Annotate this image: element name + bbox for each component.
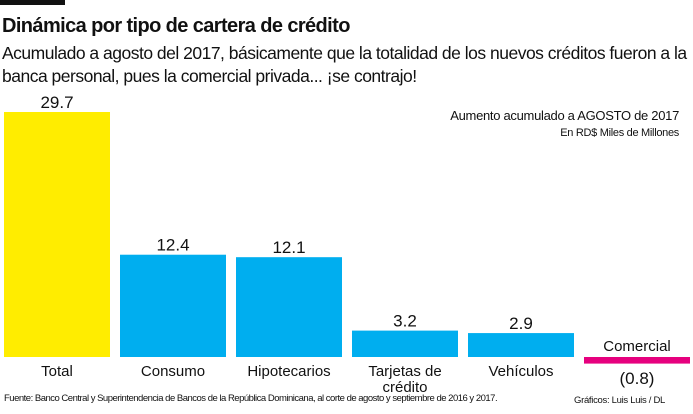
chart-units: En RD$ Miles de Millones	[560, 127, 679, 139]
category-label-1: Consumo	[141, 363, 205, 380]
bar-5	[584, 357, 690, 364]
category-label-3: crédito	[382, 379, 427, 396]
chart-title: Aumento acumulado a AGOSTO de 2017	[450, 108, 679, 123]
value-label-5: (0.8)	[620, 369, 655, 388]
bar-4	[468, 333, 574, 357]
category-label-3: Tarjetas de	[368, 363, 441, 380]
bar-0	[4, 112, 110, 357]
page-subtitle: Acumulado a agosto del 2017, básicamente…	[2, 43, 687, 86]
value-label-4: 2.9	[509, 314, 533, 333]
category-label-5: Comercial	[603, 338, 671, 355]
bar-3	[352, 330, 458, 357]
category-label-2: Hipotecarios	[247, 363, 330, 380]
bar-1	[120, 254, 226, 357]
value-label-3: 3.2	[393, 312, 417, 331]
value-label-1: 12.4	[156, 236, 189, 255]
value-label-2: 12.1	[272, 238, 305, 257]
page-title: Dinámica por tipo de cartera de crédito	[2, 15, 350, 37]
value-label-0: 29.7	[40, 93, 73, 112]
bar-2	[236, 257, 342, 357]
top-accent-bar	[0, 0, 65, 5]
credit-note: Gráficos: Luis Luis / DL	[574, 395, 666, 406]
category-label-4: Vehículos	[488, 363, 553, 380]
source-note: Fuente: Banco Central y Superintendencia…	[4, 393, 498, 404]
category-label-0: Total	[41, 363, 73, 380]
